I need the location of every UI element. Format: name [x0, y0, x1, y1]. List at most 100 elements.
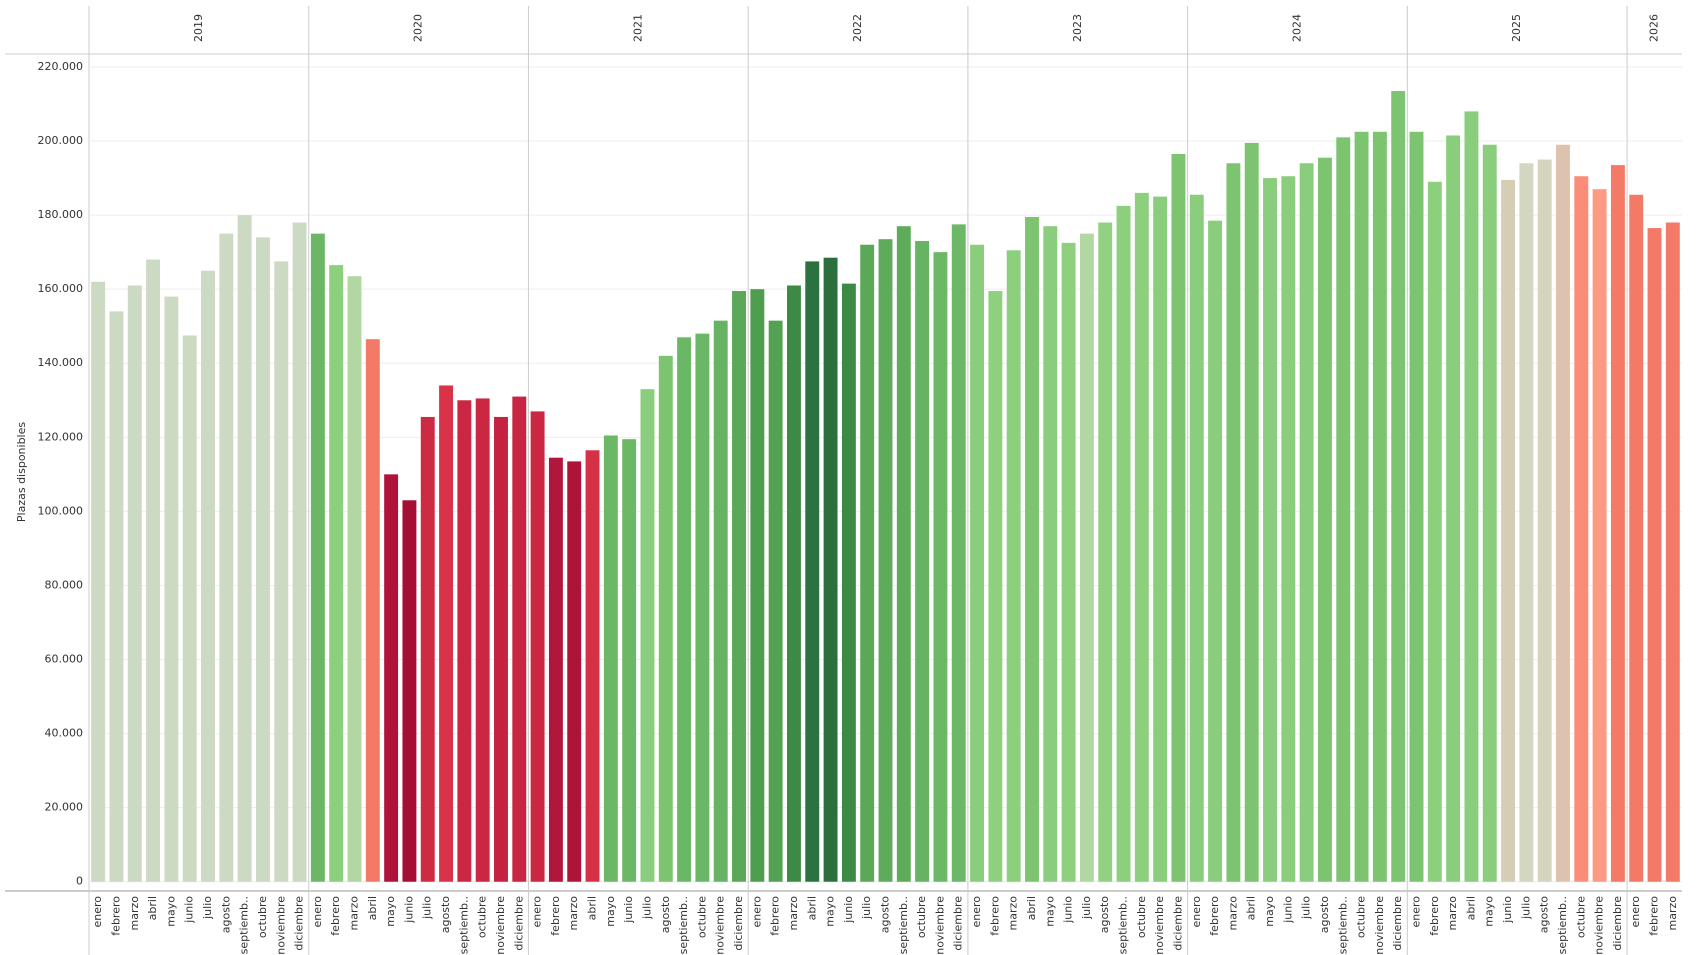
x-tick-label: julio [201, 896, 214, 920]
x-tick-label: agosto [219, 896, 232, 933]
x-tick-label: junio [1501, 896, 1514, 924]
x-tick-label: marzo [348, 896, 361, 931]
x-tick-label: febrero [329, 896, 342, 936]
bar [402, 500, 417, 882]
bar [622, 439, 637, 882]
bar [1226, 163, 1241, 882]
x-tick-label: marzo [787, 896, 800, 931]
y-tick-label: 100.000 [38, 504, 84, 517]
bar [732, 291, 746, 882]
bar [585, 450, 600, 882]
x-tick-label: marzo [1666, 896, 1679, 931]
bar [915, 241, 930, 882]
bar [329, 265, 344, 882]
bar [695, 333, 710, 882]
bar [933, 252, 948, 882]
x-tick-label: octubre [1135, 896, 1148, 938]
bar [1391, 91, 1406, 882]
x-tick-label: abril [586, 896, 599, 920]
bar [1043, 226, 1058, 882]
bar [988, 291, 1003, 882]
y-tick-label: 180.000 [38, 208, 84, 221]
bar [970, 244, 985, 882]
bar [1208, 220, 1223, 882]
year-label: 2025 [1510, 14, 1523, 42]
x-tick-label: septiemb.. [1117, 896, 1130, 954]
bar [219, 233, 234, 882]
bar [750, 289, 765, 882]
bar [713, 320, 728, 882]
x-tick-label: marzo [1007, 896, 1020, 931]
x-tick-label: agosto [879, 896, 892, 933]
x-tick-label: noviembre [933, 896, 946, 955]
x-tick-label: febrero [1208, 896, 1221, 936]
bar [1354, 131, 1369, 882]
x-tick-label: noviembre [494, 896, 507, 955]
bar [896, 226, 911, 882]
x-tick-label: abril [366, 896, 379, 920]
bar [1116, 205, 1131, 882]
bar [1263, 178, 1277, 882]
x-tick-label: julio [640, 896, 653, 920]
x-tick-label: diciembre [1171, 896, 1184, 951]
x-tick-label: enero [311, 896, 324, 928]
x-tick-label: julio [860, 896, 873, 920]
x-tick-label: agosto [1098, 896, 1111, 933]
x-tick-label: septiemb.. [238, 896, 251, 954]
bar [1409, 131, 1424, 882]
bar [658, 355, 673, 882]
x-tick-label: mayo [1043, 896, 1056, 927]
x-tick-label: mayo [164, 896, 177, 927]
x-tick-label: diciembre [952, 896, 965, 951]
x-tick-label: mayo [604, 896, 617, 927]
year-label: 2026 [1648, 14, 1661, 42]
x-tick-label: septiemb.. [1336, 896, 1349, 954]
x-tick-label: junio [183, 896, 196, 924]
bar [164, 296, 179, 882]
bar [439, 385, 454, 882]
bar [201, 270, 215, 882]
bar [1098, 222, 1113, 882]
bar [1171, 153, 1186, 882]
x-tick-label: agosto [439, 896, 452, 933]
bar [567, 461, 582, 882]
y-tick-label: 140.000 [38, 356, 84, 369]
x-tick-label: diciembre [1611, 896, 1624, 951]
bar [182, 335, 197, 882]
x-tick-label: octubre [1355, 896, 1368, 938]
x-tick-label: agosto [1538, 896, 1551, 933]
bar [475, 398, 490, 882]
year-label: 2023 [1071, 14, 1084, 42]
bar [1464, 111, 1479, 882]
year-label: 2019 [192, 14, 205, 42]
x-tick-label: mayo [1263, 896, 1276, 927]
bar [1299, 163, 1314, 882]
bar [1665, 222, 1680, 882]
bar [768, 320, 783, 882]
bar [109, 311, 124, 882]
bar [603, 435, 618, 882]
x-tick-label: abril [805, 896, 818, 920]
bar [494, 416, 508, 882]
x-tick-label: febrero [109, 896, 122, 936]
x-tick-label: abril [146, 896, 159, 920]
x-tick-label: febrero [1648, 896, 1661, 936]
bar [420, 416, 435, 882]
bar [1446, 135, 1461, 882]
x-tick-label: marzo [1446, 896, 1459, 931]
bar [365, 339, 380, 882]
bar [1427, 181, 1442, 882]
bar [951, 224, 966, 882]
x-tick-label: enero [1190, 896, 1203, 928]
y-tick-label: 80.000 [45, 578, 84, 591]
bar [860, 244, 875, 882]
y-axis-label: Plazas disponibles [15, 422, 28, 522]
bar [1244, 142, 1259, 882]
bar [310, 233, 325, 882]
bar [1281, 176, 1296, 882]
bar [1336, 137, 1351, 882]
x-tick-label: febrero [1428, 896, 1441, 936]
bar [1372, 131, 1387, 882]
